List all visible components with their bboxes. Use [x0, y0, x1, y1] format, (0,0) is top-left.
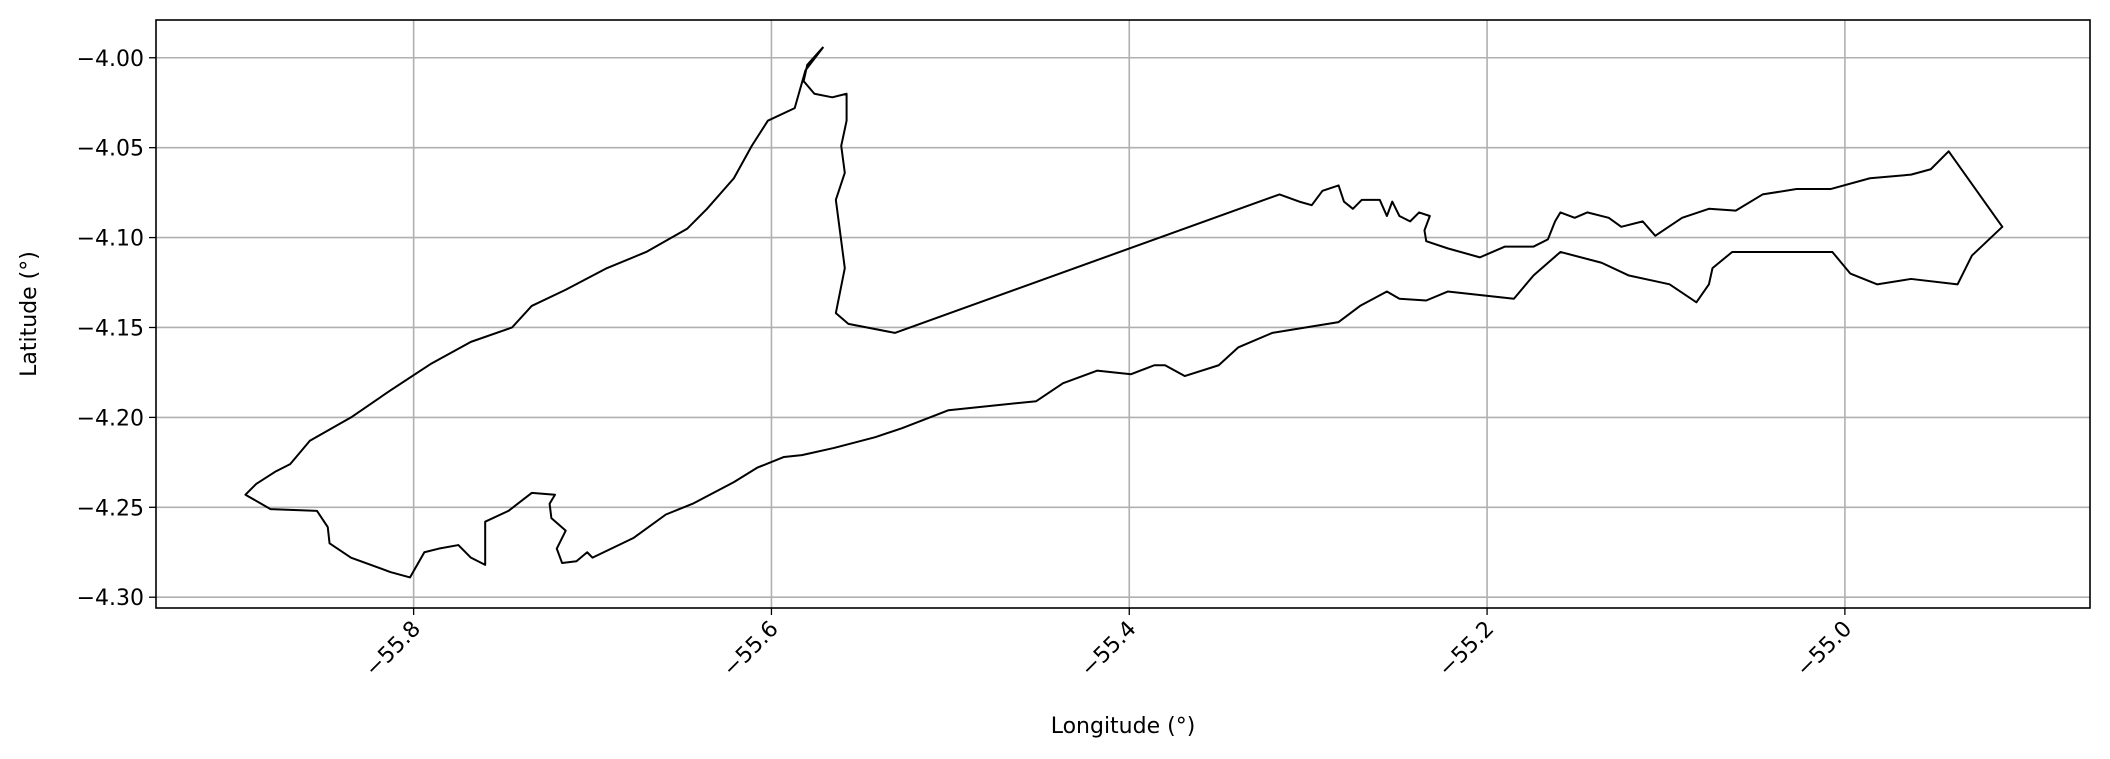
- y-tick-label: −4.00: [77, 47, 144, 72]
- y-tick-label: −4.30: [77, 586, 144, 611]
- y-tick-label: −4.10: [77, 227, 144, 252]
- y-axis-label: Latitude (°): [17, 251, 42, 377]
- y-tick-label: −4.05: [77, 137, 144, 162]
- x-tick-label: −55.4: [1076, 617, 1141, 682]
- y-tick-label: −4.15: [77, 316, 144, 341]
- grid: [156, 20, 2090, 608]
- outline: [244, 46, 2004, 579]
- y-tick-label: −4.25: [77, 496, 144, 521]
- x-tick-label: −55.0: [1792, 617, 1857, 682]
- x-tick-label: −55.6: [718, 617, 783, 682]
- x-tick-label: −55.8: [361, 617, 426, 682]
- x-axis-label: Longitude (°): [1051, 714, 1196, 739]
- x-tick-label: −55.2: [1434, 617, 1499, 682]
- axes-frame: [155, 19, 2091, 609]
- ticks: −55.8 −55.6 −55.4 −55.2 −55.0 −4.00 −4.05 −4.10…: [77, 47, 1858, 682]
- plot-area: [244, 46, 2004, 579]
- y-tick-label: −4.20: [77, 406, 144, 431]
